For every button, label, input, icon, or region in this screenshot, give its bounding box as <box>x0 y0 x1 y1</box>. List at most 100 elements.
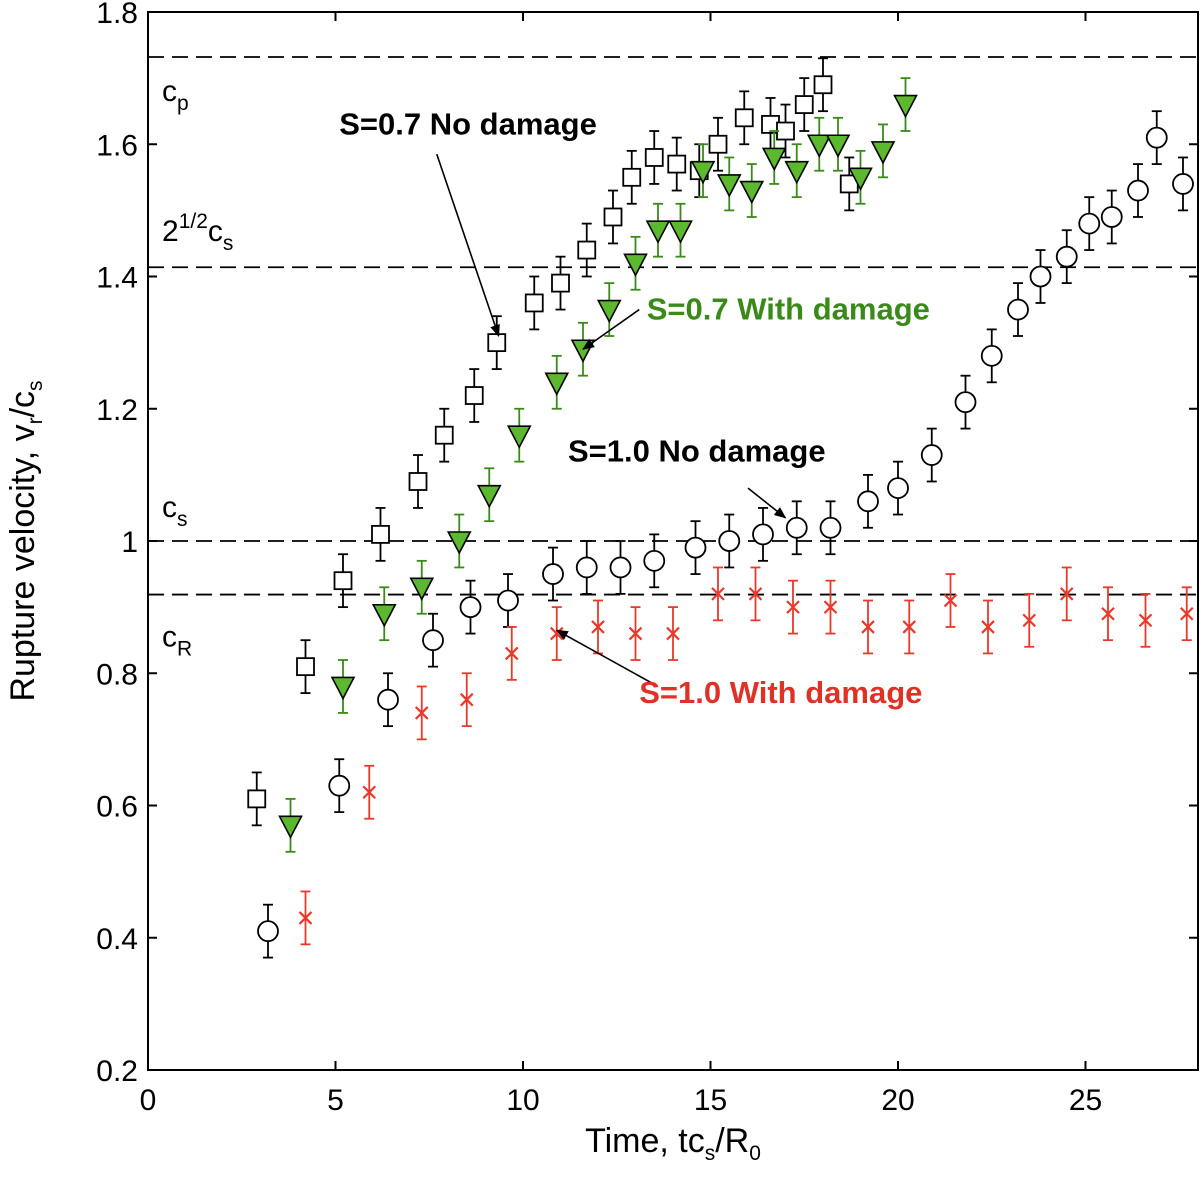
data-point <box>464 386 484 405</box>
y-tick-label: 1 <box>121 526 138 559</box>
data-point <box>577 240 597 260</box>
annotations: S=0.7 No damage S=0.7 With damage S=1.0 No… <box>339 106 930 710</box>
data-point <box>668 220 693 244</box>
y-tick-label: 0.6 <box>96 791 138 824</box>
y-axis-title: Rupture velocity, vr/cs <box>4 380 47 701</box>
data-point <box>823 600 838 614</box>
axes: 0 5 10 15 20 25 0.2 0.4 0.6 0.8 1 1.2 1.4 1.6 1.8 Time,… <box>4 0 1199 1165</box>
annotation-label: S=0.7 With damage <box>647 291 930 326</box>
annotation-arrow <box>435 153 500 337</box>
data-point <box>371 603 397 628</box>
data-point <box>1172 173 1194 195</box>
data-point <box>362 785 377 800</box>
data-point <box>628 626 643 641</box>
data-point <box>870 141 896 165</box>
data-point <box>902 620 917 634</box>
data-point <box>785 516 808 539</box>
data-point <box>278 815 303 840</box>
data-point <box>708 134 728 154</box>
data-point <box>776 121 795 141</box>
annotation-arrow <box>555 629 659 688</box>
data-point <box>257 920 279 943</box>
data-point <box>1078 212 1101 235</box>
reference-lines: cp 21/2cs cs cR <box>148 56 1198 661</box>
data-point <box>980 344 1003 367</box>
data-point <box>718 530 741 552</box>
data-point <box>739 180 765 205</box>
x-tick-label: 25 <box>1069 1084 1102 1117</box>
data-point <box>825 134 851 158</box>
data-point <box>1100 206 1123 228</box>
data-point <box>666 626 680 641</box>
x-tick-label: 10 <box>506 1084 539 1117</box>
data-point <box>861 620 875 634</box>
data-point <box>644 148 664 167</box>
y-tick-label: 0.2 <box>96 1055 138 1088</box>
data-point <box>819 516 842 539</box>
annotation-arrow <box>747 487 787 519</box>
data-point <box>1179 606 1194 621</box>
data-point <box>684 536 707 559</box>
data-point <box>848 167 873 192</box>
data-point <box>506 425 532 449</box>
reference-label: cp <box>162 75 189 115</box>
data-point <box>247 789 267 809</box>
data-point <box>893 94 918 119</box>
annotation-label: S=1.0 With damage <box>639 675 922 710</box>
data-point <box>943 593 958 608</box>
y-tick-label: 0.4 <box>96 923 138 956</box>
data-point <box>296 657 315 677</box>
data-point <box>857 490 879 513</box>
x-axis-title: Time, tcs/R0 <box>585 1122 761 1165</box>
series-s-0-7-no-damage <box>247 57 859 827</box>
data-point <box>551 273 570 293</box>
series-s-0-7-with-damage <box>278 77 918 853</box>
data-point <box>981 620 995 634</box>
data-point <box>409 577 435 602</box>
data-point <box>446 531 472 555</box>
x-tick-label: 5 <box>327 1084 344 1117</box>
data-point <box>806 134 832 158</box>
series-s-1-0-with-damage <box>298 566 1194 946</box>
data-point <box>544 372 570 397</box>
data-point <box>622 167 642 187</box>
data-point <box>333 571 353 591</box>
data-point <box>459 692 474 707</box>
data-point <box>609 556 632 579</box>
data-point <box>434 425 454 445</box>
data-point <box>497 589 519 612</box>
y-tick-label: 1.2 <box>96 394 138 427</box>
annotation-arrow <box>582 308 640 350</box>
data-point <box>422 629 444 652</box>
data-point <box>623 253 648 277</box>
data-point <box>408 472 428 491</box>
annotation-label: S=1.0 No damage <box>568 434 826 469</box>
data-point <box>476 484 502 509</box>
data-point <box>1007 298 1029 321</box>
data-point <box>1055 245 1078 268</box>
reference-label: cs <box>162 491 188 531</box>
series-layer <box>247 57 1194 959</box>
y-tick-label: 1.8 <box>96 0 138 30</box>
data-point <box>596 299 622 324</box>
x-tick-label: 20 <box>881 1084 914 1117</box>
data-point <box>371 524 390 544</box>
data-point <box>794 95 814 114</box>
data-point <box>542 563 564 585</box>
data-point <box>711 587 725 601</box>
series-s-1-0-no-damage <box>257 110 1194 959</box>
data-point <box>591 620 605 634</box>
data-point <box>920 444 943 466</box>
reference-label: 21/2cs <box>162 210 233 255</box>
data-point <box>328 774 351 797</box>
data-point <box>1029 265 1052 288</box>
y-tick-label: 0.8 <box>96 658 138 691</box>
data-point <box>752 523 774 546</box>
annotation-label: S=0.7 No damage <box>339 106 597 141</box>
data-point <box>504 646 519 661</box>
data-point <box>887 477 909 500</box>
data-point <box>645 220 671 244</box>
data-point <box>1127 179 1149 202</box>
data-point <box>813 75 833 95</box>
data-point <box>603 207 623 227</box>
